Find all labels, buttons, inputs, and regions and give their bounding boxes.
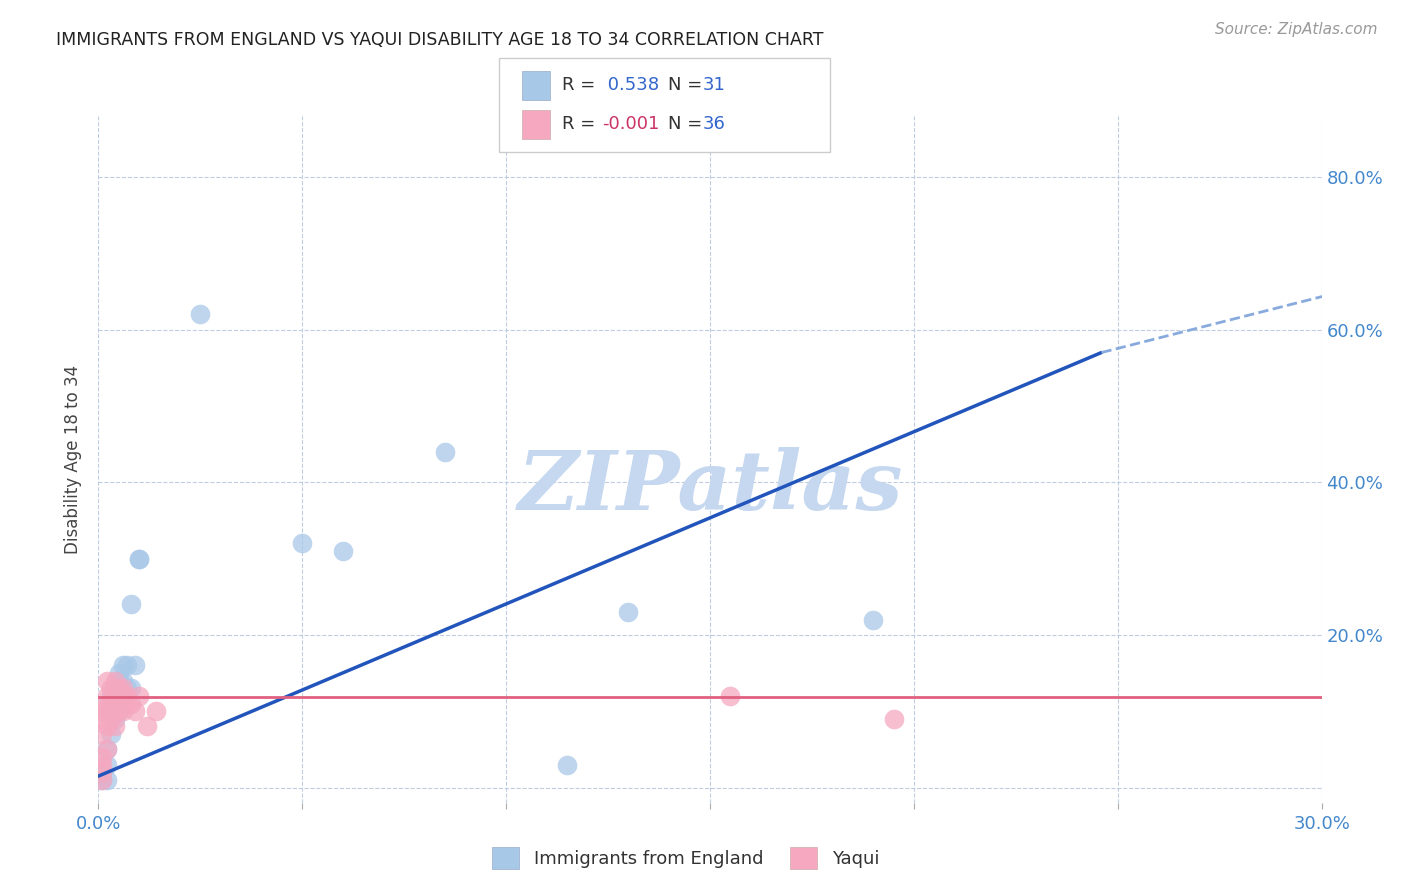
Text: N =: N = [668, 77, 707, 95]
Point [104, 704, 127, 718]
Point [111, 673, 134, 688]
Point [96, 704, 118, 718]
Text: -0.001: -0.001 [602, 115, 659, 133]
Point [104, 681, 127, 696]
Text: Source: ZipAtlas.com: Source: ZipAtlas.com [1215, 22, 1378, 37]
Point [124, 704, 146, 718]
Point [108, 704, 131, 718]
Text: N =: N = [668, 115, 707, 133]
Point [96, 742, 118, 756]
Point [96, 673, 118, 688]
Point [128, 551, 150, 566]
Text: R =: R = [562, 77, 602, 95]
Point [120, 681, 142, 696]
Point [291, 536, 314, 550]
Point [883, 712, 905, 726]
Point [108, 697, 131, 711]
Point [104, 689, 127, 703]
Point [104, 689, 127, 703]
Point [100, 689, 122, 703]
Point [96, 689, 118, 703]
Point [108, 666, 131, 681]
Point [91, 704, 114, 718]
Point [111, 689, 134, 703]
Point [128, 689, 150, 703]
Point [188, 307, 212, 321]
Point [100, 704, 122, 718]
Point [145, 704, 167, 718]
Point [100, 681, 122, 696]
Point [108, 681, 131, 696]
Text: IMMIGRANTS FROM ENGLAND VS YAQUI DISABILITY AGE 18 TO 34 CORRELATION CHART: IMMIGRANTS FROM ENGLAND VS YAQUI DISABIL… [56, 31, 824, 49]
Point [115, 658, 138, 673]
Point [108, 673, 131, 688]
Point [100, 727, 122, 741]
Point [91, 757, 114, 772]
Point [332, 544, 354, 558]
Point [104, 673, 127, 688]
Point [96, 772, 118, 787]
Point [91, 772, 114, 787]
Point [96, 719, 118, 733]
Point [96, 742, 118, 756]
Point [96, 697, 118, 711]
Point [100, 697, 122, 711]
Point [720, 689, 742, 703]
Y-axis label: Disability Age 18 to 34: Disability Age 18 to 34 [65, 365, 83, 554]
Text: 0.538: 0.538 [602, 77, 659, 95]
Point [91, 765, 114, 780]
Point [91, 772, 114, 787]
Text: 36: 36 [703, 115, 725, 133]
Point [104, 719, 127, 733]
Point [617, 605, 640, 619]
Text: 31: 31 [703, 77, 725, 95]
Point [108, 704, 131, 718]
Point [96, 757, 118, 772]
Point [136, 719, 159, 733]
Point [434, 444, 457, 458]
Point [557, 757, 579, 772]
Point [91, 750, 114, 764]
Text: ZIPatlas: ZIPatlas [517, 447, 903, 527]
Point [124, 658, 146, 673]
Point [120, 697, 142, 711]
Point [111, 704, 134, 718]
Point [115, 681, 138, 696]
Point [111, 681, 134, 696]
Point [115, 689, 138, 703]
Point [862, 613, 884, 627]
Point [91, 765, 114, 780]
Point [111, 658, 134, 673]
Text: R =: R = [562, 115, 602, 133]
Point [128, 551, 150, 566]
Point [100, 712, 122, 726]
Legend: Immigrants from England, Yaqui: Immigrants from England, Yaqui [485, 839, 886, 876]
Point [100, 704, 122, 718]
Point [115, 697, 138, 711]
Point [111, 689, 134, 703]
Point [91, 727, 114, 741]
Point [120, 598, 142, 612]
Point [104, 712, 127, 726]
Point [91, 712, 114, 726]
